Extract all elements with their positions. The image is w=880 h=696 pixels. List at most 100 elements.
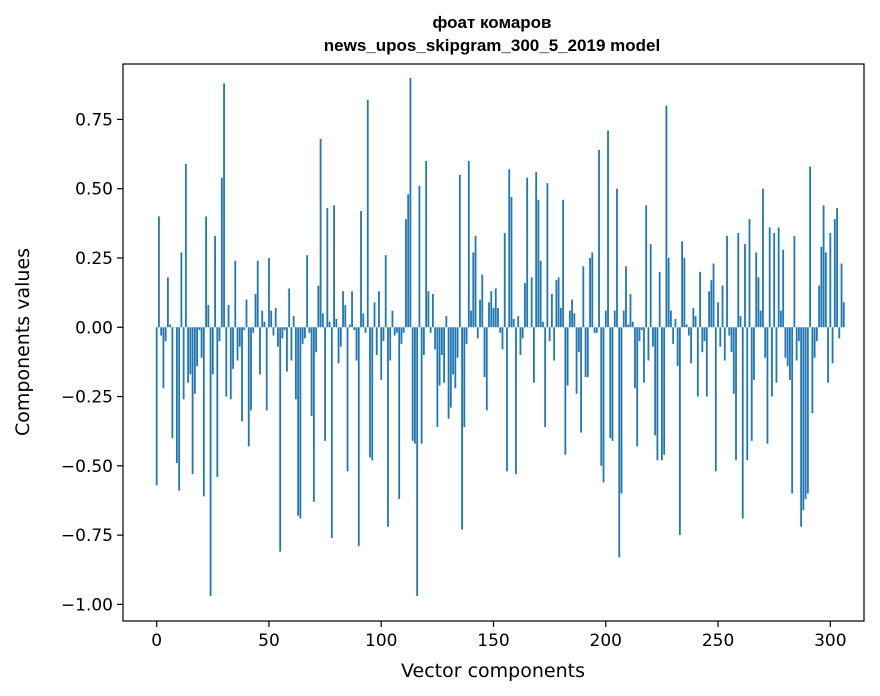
bar (416, 327, 419, 597)
bar (207, 305, 210, 328)
bar (167, 277, 169, 328)
bar (631, 321, 634, 328)
bar (723, 327, 726, 361)
bar (676, 327, 679, 367)
bar (762, 188, 764, 328)
bar (205, 216, 207, 328)
bar (463, 327, 466, 428)
y-tick-label: 0.25 (75, 249, 113, 269)
bar (611, 327, 614, 441)
bar (562, 199, 565, 328)
bar (420, 327, 423, 444)
bar (829, 233, 832, 328)
x-axis-ticks: 0 50 100 150 200 250 300 (151, 621, 847, 651)
bar (411, 327, 414, 441)
bar (748, 219, 751, 328)
bar (602, 327, 605, 483)
bar (250, 327, 252, 411)
bar (196, 327, 198, 367)
bar (175, 327, 178, 464)
bar (636, 327, 639, 447)
bar (652, 327, 654, 347)
bar (389, 327, 392, 361)
bar (202, 327, 205, 497)
bar (283, 327, 286, 331)
bar (371, 327, 374, 461)
bar (510, 197, 513, 328)
bar (456, 327, 459, 358)
bar (797, 327, 800, 342)
bar (485, 327, 488, 411)
bar (586, 327, 589, 378)
bar (198, 327, 201, 331)
bar (254, 294, 257, 328)
bar (584, 327, 587, 378)
bar (200, 327, 203, 358)
bar (571, 299, 573, 328)
bar (815, 327, 818, 342)
bar (378, 291, 380, 328)
bar (303, 327, 306, 339)
bar (438, 327, 441, 386)
bar (436, 327, 439, 428)
plot-frame (122, 63, 865, 622)
bar (355, 327, 358, 361)
bar (775, 327, 778, 383)
bar (312, 327, 315, 502)
bar (559, 307, 562, 328)
bar (654, 327, 657, 436)
bar (827, 327, 829, 383)
bar (211, 327, 214, 375)
bar (766, 327, 769, 444)
bar (353, 327, 356, 331)
bar (625, 266, 627, 328)
bar (726, 235, 728, 328)
bar (449, 327, 452, 408)
bar (737, 233, 740, 328)
bar (220, 177, 223, 328)
bar (503, 233, 506, 328)
bar (506, 327, 508, 472)
bar (236, 327, 239, 361)
bar (658, 271, 661, 328)
bar (546, 183, 549, 328)
bar (427, 291, 430, 328)
bar (270, 310, 273, 328)
bar (784, 327, 787, 358)
bar (178, 327, 181, 491)
bar (757, 277, 760, 328)
bar (564, 327, 567, 455)
bar (627, 324, 630, 328)
x-tick-label: 50 (258, 631, 280, 651)
bar (710, 280, 713, 328)
bar (497, 307, 499, 328)
bar (429, 327, 432, 333)
bar (384, 255, 387, 328)
x-tick-label: 150 (477, 631, 509, 651)
bar (705, 327, 708, 397)
bar (512, 318, 515, 328)
bar (773, 233, 776, 328)
bar (479, 299, 481, 328)
bar (759, 310, 762, 328)
bar (434, 327, 437, 350)
bar (750, 327, 753, 441)
bar (393, 327, 396, 336)
x-tick-label: 0 (151, 631, 162, 651)
bar (580, 327, 582, 433)
bar (400, 327, 403, 344)
bar (577, 327, 580, 353)
bar (544, 327, 547, 428)
bar (746, 327, 749, 461)
bar (348, 324, 351, 328)
bar (593, 327, 596, 333)
bar (717, 302, 719, 328)
bar (786, 327, 789, 367)
bar (288, 288, 291, 328)
bar (782, 249, 785, 328)
y-axis-ticks: −1.00 −0.75 −0.50 −0.25 0.00 0.25 0.50 0.75 (61, 110, 123, 615)
bar (800, 327, 803, 527)
bar (802, 327, 805, 511)
bar (299, 327, 302, 519)
bar (661, 327, 663, 461)
